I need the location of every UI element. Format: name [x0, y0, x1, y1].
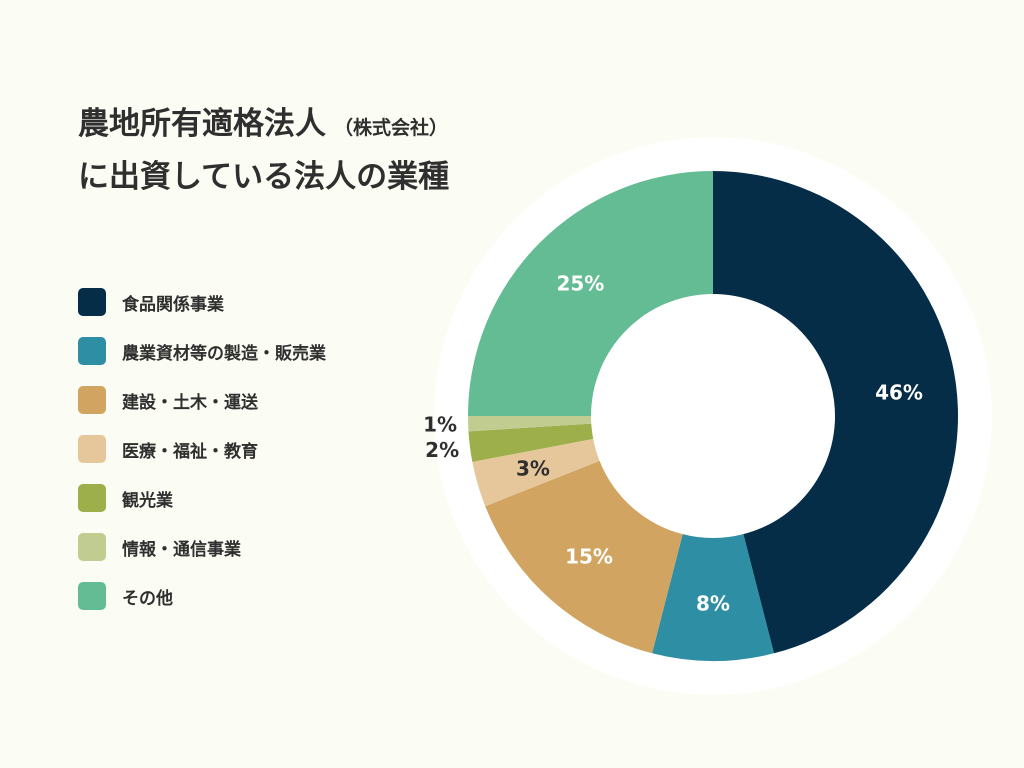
legend-swatch: [78, 484, 106, 512]
legend-item: 観光業: [78, 483, 326, 513]
pie-slice: [468, 171, 713, 416]
pie-slice: [472, 438, 600, 507]
legend: 食品関係事業 農業資材等の製造・販売業 建設・土木・運送 医療・福祉・教育 観光…: [78, 287, 326, 630]
pie-slice: [468, 423, 594, 462]
legend-label: 情報・通信事業: [122, 539, 241, 560]
pie-slice: [485, 460, 683, 654]
title-line-1: 農地所有適格法人: [78, 106, 326, 142]
pie-slice: [468, 416, 592, 432]
legend-swatch: [78, 386, 106, 414]
legend-swatch: [78, 337, 106, 365]
legend-label: 食品関係事業: [122, 294, 224, 315]
legend-item: 建設・土木・運送: [78, 385, 326, 415]
slice-value-label: 8%: [696, 592, 730, 616]
slice-value-label: 46%: [875, 381, 923, 405]
legend-swatch: [78, 582, 106, 610]
slice-value-label: 1%: [423, 413, 457, 437]
legend-swatch: [78, 533, 106, 561]
legend-label: その他: [122, 588, 173, 609]
legend-label: 観光業: [122, 490, 173, 511]
legend-label: 建設・土木・運送: [122, 392, 258, 413]
legend-label: 医療・福祉・教育: [122, 441, 258, 462]
slice-value-label: 2%: [425, 438, 459, 462]
legend-item: 食品関係事業: [78, 287, 326, 317]
legend-swatch: [78, 288, 106, 316]
legend-label: 農業資材等の製造・販売業: [122, 343, 326, 364]
slice-value-label: 15%: [565, 545, 613, 569]
legend-item: 医療・福祉・教育: [78, 434, 326, 464]
pie-slice: [652, 534, 774, 661]
title-subtitle: （株式会社）: [334, 117, 449, 139]
legend-item: 農業資材等の製造・販売業: [78, 336, 326, 366]
chart-title: 農地所有適格法人 （株式会社） に出資している法人の業種: [78, 100, 449, 201]
pie-slice: [713, 171, 958, 654]
slice-value-label: 25%: [556, 271, 604, 295]
slice-value-label: 3%: [516, 456, 550, 480]
legend-item: 情報・通信事業: [78, 532, 326, 562]
title-line-2: に出資している法人の業種: [78, 159, 450, 195]
legend-item: その他: [78, 581, 326, 611]
legend-swatch: [78, 435, 106, 463]
